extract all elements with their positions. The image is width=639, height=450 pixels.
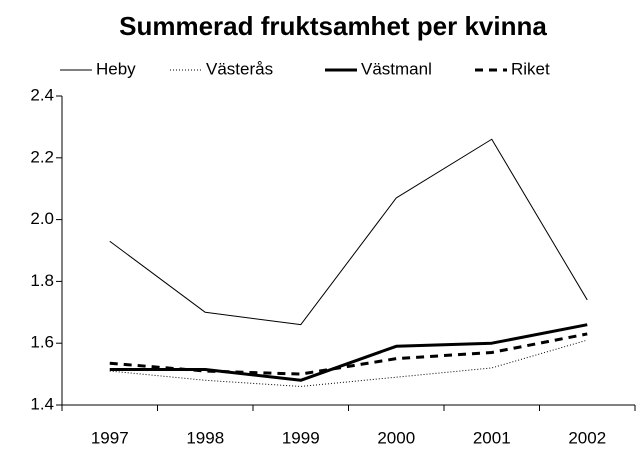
legend-label: Riket <box>511 59 550 78</box>
y-tick-label: 1.8 <box>30 271 54 290</box>
legend-label: Västerås <box>206 59 273 78</box>
series-line <box>109 138 588 326</box>
y-tick-label: 1.6 <box>30 333 54 352</box>
x-tick-label: 2000 <box>377 428 415 447</box>
chart-title: Summerad fruktsamhet per kvinna <box>119 11 547 41</box>
x-tick-label: 1999 <box>282 428 320 447</box>
x-tick-label: 2002 <box>568 428 606 447</box>
y-tick-label: 2.2 <box>30 147 54 166</box>
legend-label: Heby <box>96 59 136 78</box>
series-line <box>109 332 588 376</box>
y-tick-label: 2.0 <box>30 209 54 228</box>
y-tick-label: 2.4 <box>30 85 54 104</box>
series-line <box>109 323 588 382</box>
legend-label: Västmanl <box>361 59 432 78</box>
x-tick-label: 2001 <box>473 428 511 447</box>
x-tick-label: 1997 <box>91 428 129 447</box>
x-tick-label: 1998 <box>186 428 224 447</box>
y-tick-label: 1.4 <box>30 394 54 413</box>
